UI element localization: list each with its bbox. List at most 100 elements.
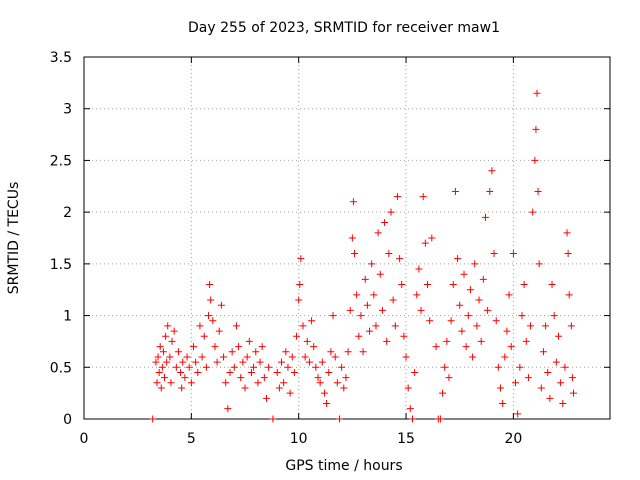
x-tick-label: 0 <box>80 431 89 447</box>
data-point <box>555 333 562 340</box>
data-point <box>476 297 483 304</box>
data-point <box>564 229 571 236</box>
data-point <box>503 328 510 335</box>
data-point <box>222 379 229 386</box>
data-point <box>274 369 281 376</box>
data-point <box>237 374 244 381</box>
data-point <box>445 374 452 381</box>
data-point <box>302 353 309 360</box>
data-point <box>411 369 418 376</box>
data-point <box>265 364 272 371</box>
data-point <box>188 379 195 386</box>
data-point <box>280 379 287 386</box>
y-tick-label: 3 <box>63 102 72 118</box>
data-point <box>216 328 223 335</box>
data-point <box>383 338 390 345</box>
data-point <box>372 322 379 329</box>
data-point <box>310 343 317 350</box>
data-point <box>529 209 536 216</box>
data-point <box>321 390 328 397</box>
data-point <box>263 395 270 402</box>
grid <box>84 57 610 419</box>
data-point <box>299 322 306 329</box>
data-point <box>220 353 227 360</box>
data-point <box>482 214 489 221</box>
data-point <box>557 379 564 386</box>
data-point <box>177 369 184 376</box>
data-point <box>377 271 384 278</box>
data-point <box>167 379 174 386</box>
data-point <box>269 416 276 423</box>
data-point <box>201 333 208 340</box>
data-point <box>525 374 532 381</box>
data-point <box>233 322 240 329</box>
data-point <box>224 405 231 412</box>
data-series <box>149 90 577 423</box>
data-point <box>169 338 176 345</box>
data-point <box>559 400 566 407</box>
data-point <box>276 384 283 391</box>
data-point <box>516 364 523 371</box>
data-point <box>568 322 575 329</box>
y-tick-label: 2.5 <box>50 153 72 169</box>
data-point <box>304 338 311 345</box>
data-point <box>242 384 249 391</box>
data-point <box>353 291 360 298</box>
data-point <box>355 333 362 340</box>
data-point <box>480 276 487 283</box>
data-point <box>261 374 268 381</box>
data-point <box>157 343 164 350</box>
data-point <box>428 235 435 242</box>
data-point <box>473 322 480 329</box>
data-point <box>531 157 538 164</box>
data-point <box>413 291 420 298</box>
data-point <box>497 384 504 391</box>
data-point <box>159 364 166 371</box>
x-tick-label: 5 <box>187 431 196 447</box>
data-point <box>566 291 573 298</box>
data-point <box>535 188 542 195</box>
data-point <box>158 384 165 391</box>
data-point <box>379 307 386 314</box>
data-point <box>196 322 203 329</box>
data-point <box>214 359 221 366</box>
data-point <box>345 348 352 355</box>
data-point <box>218 302 225 309</box>
data-point <box>166 353 173 360</box>
data-point <box>465 312 472 319</box>
data-point <box>173 364 180 371</box>
data-point <box>184 353 191 360</box>
data-point <box>532 126 539 133</box>
data-point <box>161 374 168 381</box>
data-point <box>551 312 558 319</box>
y-tick-label: 3.5 <box>50 50 72 66</box>
y-tick-label: 0 <box>63 412 72 428</box>
data-point <box>424 281 431 288</box>
data-point <box>478 338 485 345</box>
data-point <box>351 250 358 257</box>
data-point <box>527 322 534 329</box>
data-point <box>252 348 259 355</box>
data-point <box>510 250 517 257</box>
data-point <box>458 328 465 335</box>
data-point <box>486 188 493 195</box>
data-point <box>390 297 397 304</box>
data-point <box>366 328 373 335</box>
data-point <box>433 343 440 350</box>
y-tick-label: 1 <box>63 309 72 325</box>
data-point <box>561 364 568 371</box>
data-point <box>469 353 476 360</box>
data-point <box>409 416 416 423</box>
data-point <box>549 281 556 288</box>
data-point <box>287 390 294 397</box>
data-point <box>291 369 298 376</box>
data-point <box>454 255 461 262</box>
data-point <box>381 219 388 226</box>
data-point <box>362 276 369 283</box>
data-point <box>330 312 337 319</box>
data-point <box>403 353 410 360</box>
y-tick-label: 0.5 <box>50 360 72 376</box>
data-point <box>491 250 498 257</box>
data-point <box>506 291 513 298</box>
data-point <box>518 312 525 319</box>
